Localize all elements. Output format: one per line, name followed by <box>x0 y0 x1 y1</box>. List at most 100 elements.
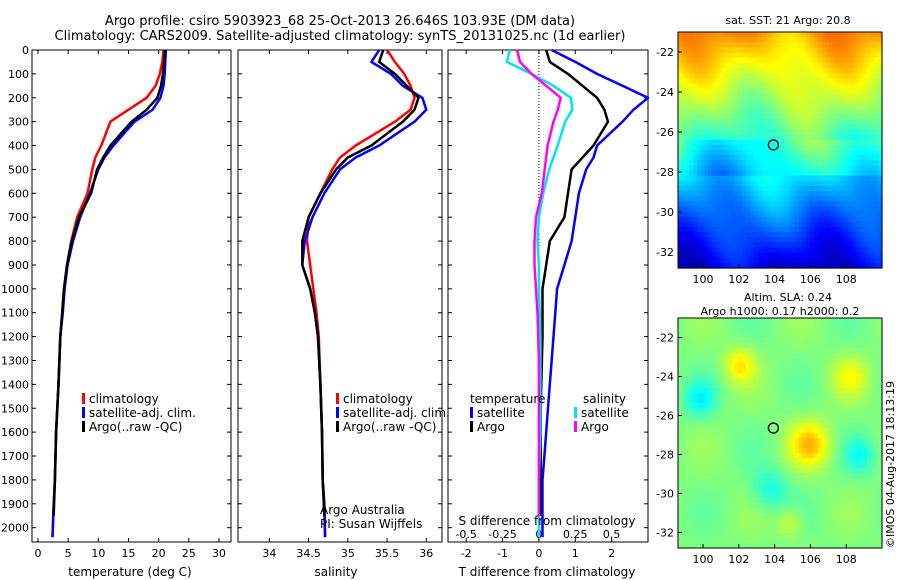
map-cell <box>723 134 728 141</box>
map-cell <box>757 478 762 484</box>
map-cell <box>772 114 777 120</box>
map-cell <box>791 196 796 202</box>
map-cell <box>825 155 830 161</box>
map-cell <box>814 216 819 223</box>
map-cell <box>727 257 732 264</box>
map-cell <box>791 518 796 524</box>
map-cell <box>685 42 690 48</box>
map-cell <box>719 134 724 141</box>
map-cell <box>761 473 766 479</box>
map-cell <box>814 453 819 459</box>
map-cell <box>696 52 702 59</box>
map-cell <box>863 32 868 38</box>
map-cell <box>870 57 876 64</box>
map-cell <box>795 211 800 218</box>
map-cell <box>844 119 849 125</box>
map-cell <box>723 139 728 146</box>
map-cell <box>798 488 804 494</box>
map-cell <box>712 252 717 259</box>
map-cell <box>802 403 808 409</box>
map-cell <box>685 139 690 146</box>
map-cell <box>730 333 736 339</box>
map-cell <box>825 226 830 233</box>
map-cell <box>727 119 732 125</box>
map-cell <box>840 237 845 243</box>
map-cell <box>829 318 834 324</box>
map-cell <box>768 338 774 344</box>
map-cell <box>700 196 706 202</box>
map-cell <box>802 418 808 424</box>
map-cell <box>696 468 702 474</box>
map-cell <box>723 403 728 409</box>
map-cell <box>859 67 864 74</box>
map-cell <box>859 52 864 59</box>
map-cell <box>859 206 864 213</box>
map-cell <box>863 388 868 394</box>
map-cell <box>848 247 853 254</box>
map-cell <box>757 242 762 249</box>
map-cell <box>764 196 770 202</box>
map-cell <box>761 216 766 223</box>
map-cell <box>825 83 830 90</box>
map-cell <box>851 523 857 529</box>
map-cell <box>734 323 740 329</box>
map-cell <box>780 216 785 223</box>
map-cell <box>836 413 842 419</box>
map-cell <box>704 403 709 409</box>
map-cell <box>678 114 683 120</box>
map-cell <box>791 88 796 95</box>
map-cell <box>870 403 876 409</box>
map-cell <box>696 443 702 449</box>
map-cell <box>783 196 789 202</box>
map-cell <box>761 257 766 264</box>
map-cell <box>768 453 774 459</box>
map-cell <box>727 62 732 69</box>
map-cell <box>851 503 857 509</box>
map-cell <box>719 150 724 156</box>
map-cell <box>806 201 811 208</box>
map-cell <box>746 165 751 172</box>
map-cell <box>757 358 762 364</box>
map-cell <box>715 383 721 389</box>
map-cell <box>829 328 834 334</box>
map-cell <box>734 165 740 172</box>
map-cell <box>878 348 883 354</box>
map-cell <box>802 165 808 172</box>
map-cell <box>753 226 758 233</box>
map-cell <box>859 134 864 141</box>
map-cell <box>791 252 796 259</box>
map-cell <box>851 216 857 223</box>
map-cell <box>757 403 762 409</box>
map-cell <box>719 383 724 389</box>
map-cell <box>738 523 743 529</box>
map-cell <box>848 403 853 409</box>
map-cell <box>783 448 789 454</box>
map-cell <box>723 418 728 424</box>
map-cell <box>761 98 766 105</box>
map-cell <box>874 503 879 509</box>
map-cell <box>730 42 736 48</box>
map-cell <box>727 503 732 509</box>
map-cell <box>810 323 815 329</box>
map-cell <box>723 413 728 419</box>
map-cell <box>749 468 755 474</box>
map-cell <box>749 129 755 136</box>
map-cell <box>795 221 800 228</box>
map-cell <box>814 78 819 84</box>
map-cell <box>821 114 826 120</box>
map-cell <box>840 252 845 259</box>
map-cell <box>840 196 845 202</box>
map-cell <box>757 221 762 228</box>
map-cell <box>715 503 721 509</box>
map-cell <box>817 108 823 115</box>
map-cell <box>761 428 766 434</box>
map-cell <box>874 185 879 192</box>
map-cell <box>704 42 709 48</box>
map-cell <box>855 383 860 389</box>
map-cell <box>768 393 774 399</box>
map-cell <box>742 483 747 489</box>
map-cell <box>859 493 864 499</box>
map-cell <box>761 458 766 464</box>
map-cell <box>746 403 751 409</box>
map-cell <box>810 478 815 484</box>
